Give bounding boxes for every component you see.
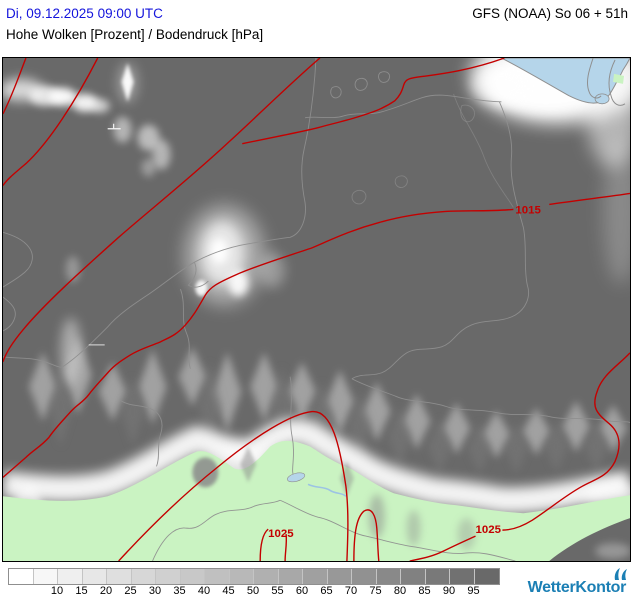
map-datetime: Di, 09.12.2025 09:00 UTC [6,6,163,21]
legend-tick-label: 45 [222,585,235,597]
lakes-rivers [287,472,347,497]
legend-cell [156,569,181,584]
legend-tick-label: 55 [271,585,284,597]
bright-cross-marks [88,123,121,346]
legend-tick-label: 30 [148,585,162,597]
isobar-label-1025-left: 1025 [268,528,294,540]
legend-tick-label: 40 [197,585,211,597]
legend-cell [303,569,328,584]
legend-bar [8,568,500,585]
legend-cell [107,569,132,584]
legend-tick-label: 85 [418,585,431,597]
legend-cell [474,569,499,584]
legend-tick-label: 95 [467,585,480,597]
header: Di, 09.12.2025 09:00 UTC GFS (NOAA) So 0… [6,6,628,24]
legend-tick-label: 70 [344,585,358,597]
lake-constance [287,472,306,483]
legend-cell [82,569,107,584]
legend-cell [450,569,475,584]
weather-map: 1015 1025 1025 [2,57,631,562]
legend-cell [352,569,377,584]
isobars [3,58,630,561]
legend-tick-label: 10 [50,585,64,597]
legend-tick-label: 15 [75,585,88,597]
legend-cell [9,569,34,584]
legend-labels: 10 15 20 25 30 35 40 45 50 55 60 65 70 75 80 85 90 95 [8,585,508,598]
legend-tick-label: 75 [369,585,382,597]
weather-map-canvas: 1015 1025 1025 [3,58,630,561]
legend-cell [254,569,279,584]
coast-land-patch [613,73,625,84]
logo-swoosh-icon [613,568,628,586]
logo-text: WetterKontor [527,579,627,596]
legend-tick-label: 25 [124,585,137,597]
legend-cell [131,569,156,584]
legend-cell [229,569,254,584]
legend-tick-label: 20 [99,585,113,597]
wetterkontor-logo: WetterKontor [527,568,627,597]
legend-cell [205,569,230,584]
cloud-tongues [192,446,476,551]
legend-tick-label: 80 [393,585,407,597]
legend-cell [180,569,205,584]
legend-tick-label: 50 [246,585,260,597]
legend-tick-label: 65 [320,585,333,597]
legend-cell [33,569,58,584]
isobar-label-1025-right: 1025 [475,524,501,536]
legend-cell [58,569,83,584]
legend-tick-label: 90 [442,585,456,597]
legend-cell [278,569,303,584]
legend-tick-label: 60 [295,585,309,597]
model-run-label: GFS (NOAA) So 06 + 51h [472,6,628,21]
isobar-labels: 1015 1025 1025 [268,204,541,540]
legend-cell [425,569,450,584]
legend: 10 15 20 25 30 35 40 45 50 55 60 65 70 75 80 85 90 95 [8,568,508,598]
legend-cell [401,569,426,584]
baltic-sea [501,58,630,106]
legend-cell [327,569,352,584]
country-borders [3,58,630,561]
legend-cell [376,569,401,584]
cloud-clear-patches [3,62,286,386]
map-layer-title: Hohe Wolken [Prozent] / Bodendruck [hPa] [6,27,264,42]
legend-tick-label: 35 [173,585,186,597]
isobar-label-1015: 1015 [515,204,541,216]
